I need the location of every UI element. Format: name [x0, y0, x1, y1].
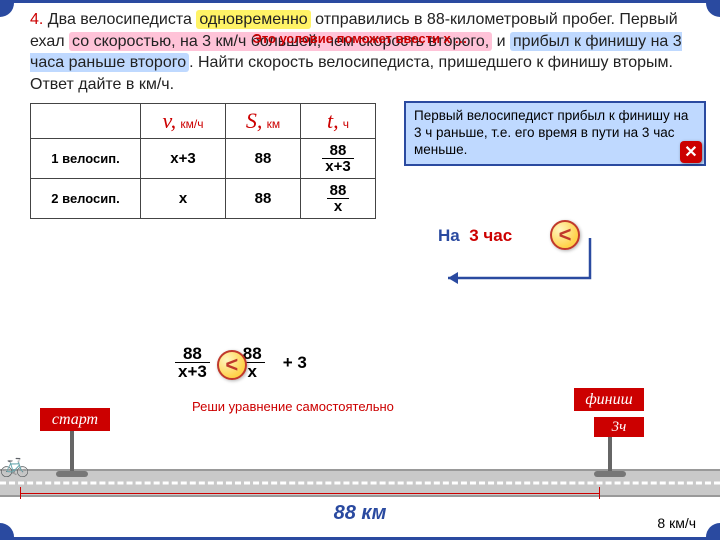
hint-top: Это условие поможет ввести x …	[253, 31, 468, 46]
arrow-compare	[440, 233, 592, 293]
corner-decor	[706, 523, 720, 537]
bike-icon: 🚲	[0, 450, 30, 479]
problem-number: 4.	[30, 11, 43, 28]
highlight-sametime: одновременно	[196, 10, 310, 29]
less-than-icon: <	[217, 350, 247, 380]
table-row: 1 велосип. х+3 88 88х+3	[31, 139, 376, 179]
corner-decor	[0, 523, 14, 537]
flag-start: старт	[40, 408, 110, 431]
note-callout: Первый велосипедист прибыл к финишу на 3…	[404, 101, 706, 166]
data-table: v, км/ч S, км t, ч 1 велосип. х+3 88 88х…	[30, 103, 376, 219]
table-row: 2 велосип. х 88 88х	[31, 179, 376, 219]
equation: 88х+3 = < 88х + 3	[175, 345, 307, 380]
problem-text: 4. Два велосипедиста одновременно отправ…	[0, 3, 720, 95]
flag-3h: 3ч	[594, 417, 644, 437]
distance-label: 88 км	[0, 502, 720, 525]
close-icon[interactable]: ✕	[680, 141, 702, 163]
solve-hint: Реши уравнение самостоятельно	[192, 399, 394, 414]
flag-finish: финиш	[574, 388, 644, 411]
answer: 8 км/ч	[657, 515, 696, 531]
flagpost-start	[70, 425, 74, 471]
